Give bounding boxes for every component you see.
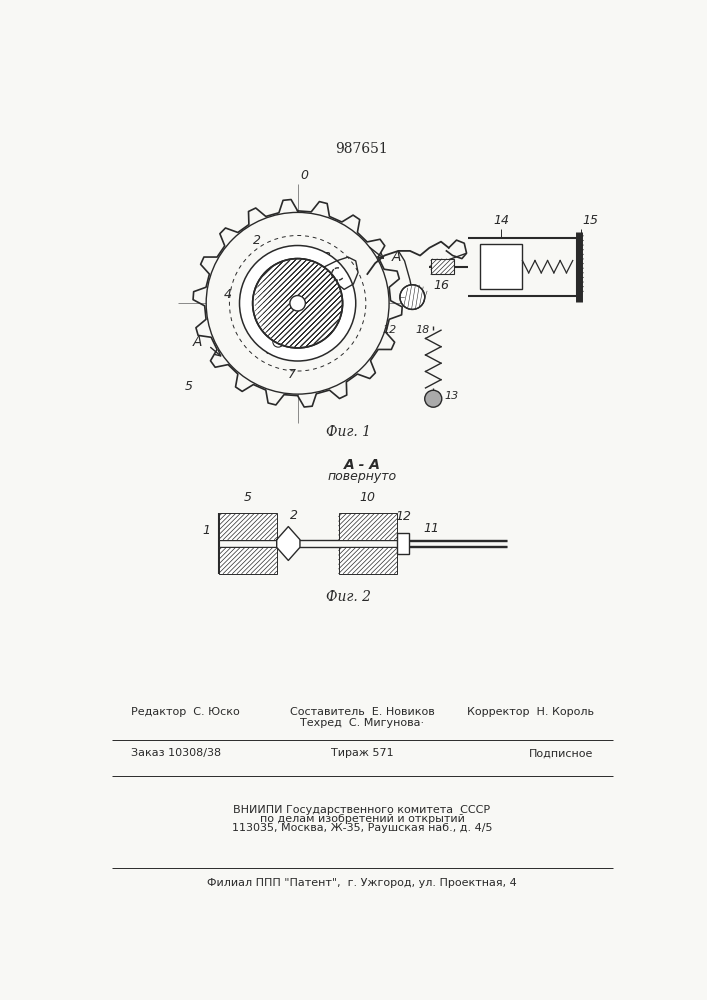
Text: 18: 18 [416, 325, 430, 335]
Circle shape [252, 259, 343, 348]
Text: Редактор  С. Юско: Редактор С. Юско [131, 707, 240, 717]
Bar [218, 513, 276, 540]
Bar [480, 244, 522, 289]
Circle shape [206, 212, 389, 394]
Text: A: A [193, 335, 202, 349]
Circle shape [240, 246, 356, 361]
Circle shape [273, 336, 284, 347]
Text: Фиг. 1: Фиг. 1 [325, 425, 370, 439]
Circle shape [400, 285, 425, 309]
Text: 16: 16 [433, 279, 449, 292]
Text: 8: 8 [358, 550, 366, 563]
Text: 13: 13 [444, 391, 458, 401]
Text: Подписное: Подписное [530, 748, 594, 758]
Bar [218, 547, 276, 574]
Text: 3: 3 [323, 251, 331, 264]
Text: 987651: 987651 [336, 142, 388, 156]
Text: 11: 11 [423, 522, 439, 535]
Circle shape [425, 390, 442, 407]
Text: 5: 5 [185, 380, 193, 393]
Text: по делам изобретений и открытий: по делам изобретений и открытий [259, 814, 464, 824]
Text: повернуто: повернуто [327, 470, 397, 483]
Text: 2: 2 [290, 509, 298, 522]
Text: 17: 17 [491, 279, 507, 292]
Polygon shape [276, 527, 300, 560]
Text: 6: 6 [264, 344, 272, 358]
Bar [397, 533, 409, 554]
Text: Заказ 10308/38: Заказ 10308/38 [131, 748, 221, 758]
Text: 14: 14 [493, 214, 509, 227]
Circle shape [290, 296, 305, 311]
Text: 5: 5 [243, 491, 251, 504]
Text: 15: 15 [582, 214, 598, 227]
Text: 2: 2 [253, 234, 262, 247]
Bar [339, 513, 397, 540]
Text: Составитель  Е. Новиков: Составитель Е. Новиков [290, 707, 434, 717]
Text: Филиал ППП "Патент",  г. Ужгород, ул. Проектная, 4: Филиал ППП "Патент", г. Ужгород, ул. Про… [207, 878, 517, 888]
Text: 9: 9 [310, 344, 319, 358]
Text: 10: 10 [359, 491, 375, 504]
Text: 7: 7 [288, 368, 296, 381]
Text: 113035, Москва, Ж-35, Раушская наб., д. 4/5: 113035, Москва, Ж-35, Раушская наб., д. … [232, 823, 492, 833]
Text: Техред  С. Мигунова·: Техред С. Мигунова· [300, 718, 424, 728]
Text: ВНИИПИ Государственного комитета  СССР: ВНИИПИ Государственного комитета СССР [233, 805, 491, 815]
Text: Корректор  Н. Король: Корректор Н. Король [467, 707, 594, 717]
Text: Фиг. 2: Фиг. 2 [325, 590, 370, 604]
Text: 1: 1 [203, 524, 211, 537]
Text: 12: 12 [382, 325, 397, 335]
Text: 0: 0 [300, 169, 309, 182]
Text: A: A [392, 250, 401, 264]
Bar [339, 547, 397, 574]
Bar [431, 259, 454, 274]
Text: 12: 12 [395, 510, 411, 523]
Text: Тираж 571: Тираж 571 [331, 748, 393, 758]
Text: A - A: A - A [344, 458, 380, 472]
Text: 4: 4 [224, 288, 232, 301]
